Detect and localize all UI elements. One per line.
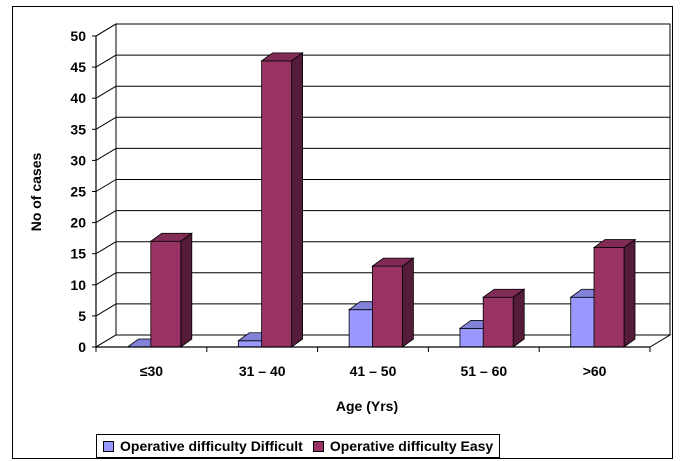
x-tick-label: 41 – 50 — [350, 363, 397, 379]
legend-swatch-difficult — [103, 440, 114, 452]
legend-item-difficult: Operative difficulty Difficult — [103, 438, 303, 454]
bar — [260, 52, 304, 348]
bars — [126, 52, 637, 348]
bar-side — [512, 288, 525, 348]
y-tick-label: 40 — [70, 90, 86, 106]
legend-swatch-easy — [312, 440, 324, 452]
legend-item-easy: Operative difficulty Easy — [312, 438, 494, 454]
gridline-diagonal — [95, 272, 117, 286]
bar-side — [291, 52, 304, 348]
y-tick-label: 15 — [70, 246, 86, 262]
bar — [592, 238, 637, 348]
gridline-diagonal — [95, 116, 117, 130]
bar — [371, 257, 415, 348]
bar-front — [261, 60, 293, 348]
bar-front — [482, 296, 514, 348]
bar-top — [149, 232, 194, 242]
x-tick-label: 51 – 60 — [460, 363, 507, 379]
y-tick-label: 50 — [70, 28, 86, 44]
x-axis-title: Age (Yrs) — [336, 398, 398, 414]
gridline-diagonal — [95, 179, 117, 192]
bar-front — [593, 247, 625, 348]
bar-front — [372, 265, 403, 348]
y-tick-label: 10 — [70, 277, 86, 293]
y-tick-labels: 0 5 10 15 20 25 30 35 40 45 50 — [70, 28, 97, 355]
bar-top — [592, 239, 637, 248]
bar — [481, 288, 526, 348]
y-tick-label: 5 — [78, 308, 86, 324]
y-tick-label: 45 — [70, 59, 86, 75]
gridline-diagonal — [95, 210, 117, 224]
bar-side — [623, 238, 636, 348]
gridline-diagonal — [95, 147, 117, 161]
legend: Operative difficulty Difficult Operative… — [96, 434, 501, 458]
bar-top — [260, 52, 304, 62]
y-tick-label: 30 — [70, 152, 86, 168]
x-tick-label: ≤30 — [140, 363, 163, 379]
bar-side — [180, 232, 193, 348]
y-tick-label: 35 — [70, 121, 86, 137]
x-tick-label: 31 – 40 — [239, 363, 286, 379]
x-tick-labels: ≤30 31 – 40 41 – 50 51 – 60 >60 — [95, 346, 651, 379]
bar-top — [481, 288, 526, 298]
gridline-diagonal — [95, 85, 117, 99]
bar-front — [150, 240, 182, 348]
bar-top — [371, 257, 415, 267]
legend-label-difficult: Operative difficulty Difficult — [120, 438, 303, 454]
y-tick-label: 20 — [70, 215, 86, 231]
gridline-diagonal — [95, 23, 117, 37]
legend-label-easy: Operative difficulty Easy — [329, 438, 494, 454]
y-tick-label: 25 — [70, 184, 86, 200]
bar — [149, 232, 194, 348]
gridline-diagonal — [95, 241, 117, 255]
x-tick-label: >60 — [583, 363, 607, 379]
gridline-diagonal — [95, 303, 117, 317]
gridline-diagonal — [95, 54, 117, 68]
y-tick-label: 0 — [78, 339, 86, 355]
y-axis-title: No of cases — [28, 152, 44, 231]
bar-side — [402, 257, 414, 348]
